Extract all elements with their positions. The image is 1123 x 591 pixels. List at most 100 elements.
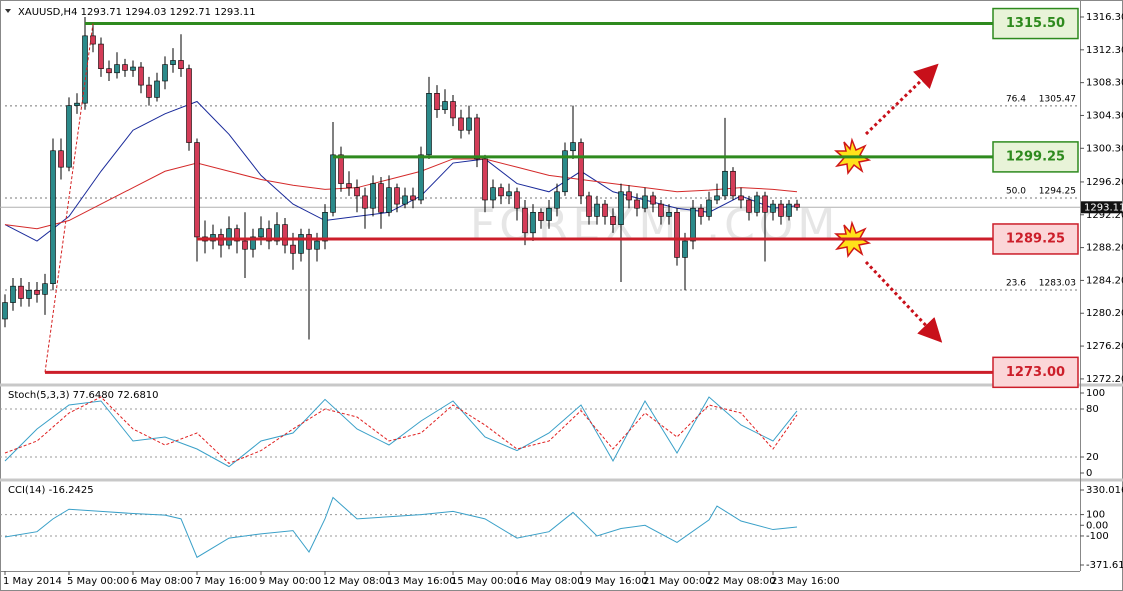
indicator-line <box>4 396 798 464</box>
candle-body <box>530 212 536 234</box>
candle-body <box>242 240 248 250</box>
arrow-up <box>864 63 939 136</box>
candle-body <box>290 244 296 254</box>
y-tick-label: 1296.20 <box>1086 177 1123 188</box>
candle-body <box>298 234 304 254</box>
indicator-line <box>4 396 798 468</box>
candle-body <box>682 240 688 258</box>
candle-body <box>770 203 776 213</box>
y-tick-label: 100 <box>1086 388 1105 399</box>
candle-body <box>610 216 616 225</box>
y-tick-label: 1288.20 <box>1086 243 1123 254</box>
candle-body <box>370 183 376 209</box>
x-tick-label: 1 May 2014 <box>3 576 62 587</box>
level-box <box>992 223 1079 255</box>
y-tick-label: 20 <box>1086 452 1099 463</box>
candle-body <box>338 154 344 184</box>
y-tick-label: 330.0167 <box>1086 485 1123 496</box>
fib-price-label: 1283.03 <box>1039 279 1076 289</box>
level-box <box>992 356 1079 389</box>
candle-body <box>418 154 424 201</box>
candle-body <box>98 43 104 69</box>
fib-level-label: 23.6 <box>1006 279 1026 289</box>
x-tick-label: 22 May 08:00 <box>707 576 776 587</box>
candle-body <box>738 195 744 201</box>
candle-body <box>274 224 280 242</box>
candle-body <box>178 60 184 69</box>
candle-body <box>674 212 680 258</box>
x-tick-label: 19 May 16:00 <box>579 576 648 587</box>
x-tick-label: 16 May 08:00 <box>515 576 584 587</box>
y-tick-label: 80 <box>1086 404 1099 415</box>
candle-body <box>386 187 392 213</box>
candle-body <box>362 195 368 209</box>
candle-body <box>506 191 512 197</box>
candle-body <box>90 35 96 45</box>
x-tick-label: 13 May 16:00 <box>387 576 456 587</box>
candle-body <box>498 187 504 197</box>
candle-body <box>538 212 544 221</box>
level-label: 1289.25 <box>1006 231 1065 246</box>
candle-body <box>258 228 264 238</box>
candle-body <box>514 191 520 209</box>
candle-body <box>634 199 640 209</box>
candle-body <box>706 199 712 217</box>
candle-body <box>282 224 288 246</box>
candle-body <box>378 183 384 213</box>
candle-body <box>306 234 312 250</box>
candle-body <box>714 195 720 201</box>
candle-body <box>666 212 672 217</box>
candle-body <box>394 187 400 205</box>
candle-body <box>74 102 80 106</box>
candle-body <box>562 150 568 193</box>
candle-body <box>690 207 696 242</box>
candle-body <box>322 212 328 242</box>
candle-body <box>66 105 72 168</box>
candle-body <box>162 64 168 82</box>
candle-body <box>114 64 120 74</box>
candle-body <box>450 101 456 119</box>
y-tick-label: -100 <box>1086 531 1109 542</box>
candle-body <box>138 66 144 86</box>
candle-body <box>18 285 24 299</box>
candle-body <box>170 60 176 65</box>
candle-body <box>314 240 320 250</box>
candle-body <box>730 170 736 197</box>
candle-body <box>594 203 600 217</box>
y-tick-label: -371.6195 <box>1086 560 1123 571</box>
candle-body <box>546 207 552 221</box>
candle-body <box>50 150 56 284</box>
arrow-down <box>864 260 943 343</box>
candle-body <box>490 187 496 201</box>
candle-body <box>578 142 584 197</box>
candle-body <box>482 158 488 201</box>
indicator-line <box>4 496 798 559</box>
candle-body <box>746 199 752 213</box>
candle-body <box>250 236 256 250</box>
candle-body <box>642 195 648 209</box>
candle-body <box>186 68 192 143</box>
x-tick-label: 6 May 08:00 <box>131 576 193 587</box>
candle-body <box>194 142 200 238</box>
fib-level-label: 50.0 <box>1006 186 1026 196</box>
candle-body <box>354 187 360 197</box>
candle-body <box>626 191 632 201</box>
candle-body <box>650 195 656 205</box>
candle-body <box>26 289 32 299</box>
candle-body <box>458 117 464 131</box>
candle-body <box>82 35 88 104</box>
candle-body <box>554 191 560 209</box>
candle-body <box>266 228 272 242</box>
y-tick-label: 0 <box>1086 468 1092 479</box>
current-price-box <box>1081 201 1122 214</box>
y-tick-label: 1272.20 <box>1086 374 1123 385</box>
y-tick-label: 1276.20 <box>1086 341 1123 352</box>
y-tick-label: 1284.20 <box>1086 275 1123 286</box>
candle-body <box>346 183 352 188</box>
candle-body <box>786 203 792 217</box>
candle-body <box>722 170 728 197</box>
candle-body <box>762 195 768 213</box>
candle-body <box>474 117 480 160</box>
